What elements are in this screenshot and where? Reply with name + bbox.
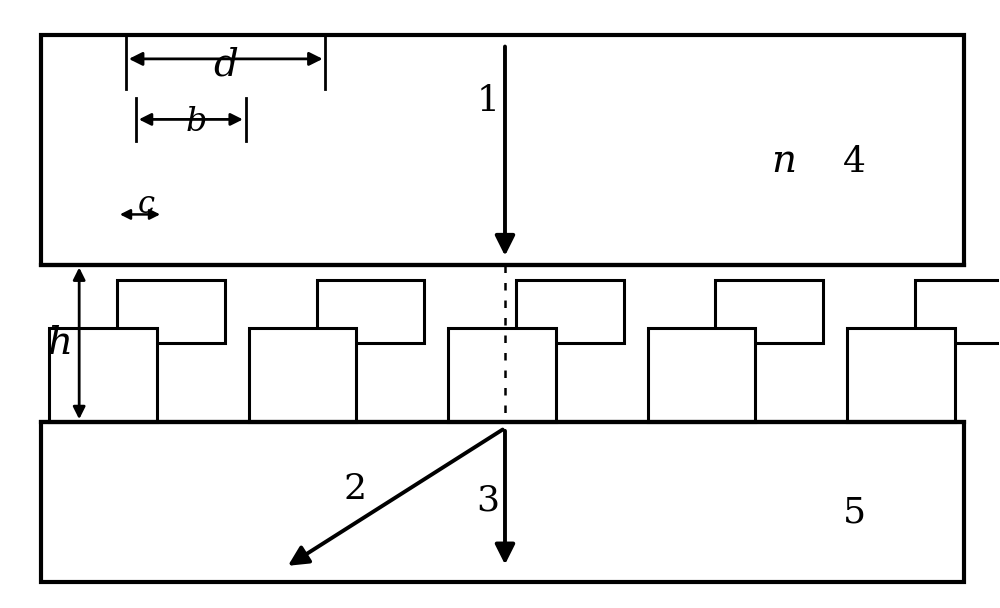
Bar (516, 280, 624, 344)
Text: h: h (47, 325, 72, 362)
Bar (41, 422, 964, 582)
Text: d: d (213, 46, 238, 83)
Bar (117, 280, 225, 344)
Text: 1: 1 (477, 85, 500, 118)
Bar (49, 328, 157, 422)
Bar (847, 328, 955, 422)
Bar (317, 280, 424, 344)
Text: b: b (185, 106, 207, 139)
Text: 4: 4 (843, 145, 866, 179)
Bar (249, 328, 356, 422)
Text: 3: 3 (476, 484, 500, 517)
Bar (715, 280, 823, 344)
Text: 5: 5 (842, 496, 866, 530)
Text: n: n (772, 143, 797, 181)
Text: c: c (137, 188, 155, 219)
Bar (915, 280, 1000, 344)
Bar (648, 328, 755, 422)
Bar (448, 328, 556, 422)
Bar (41, 35, 964, 264)
Text: 2: 2 (344, 472, 367, 506)
